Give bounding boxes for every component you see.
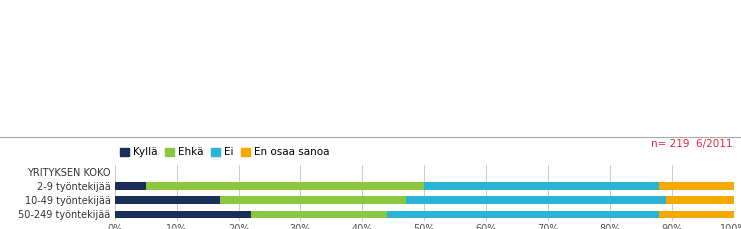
Bar <box>387 210 659 218</box>
Bar <box>659 210 734 218</box>
Bar <box>251 210 387 218</box>
Bar <box>115 196 220 204</box>
Text: käyttöön vielä kuluvan vuoden aikana?: käyttöön vielä kuluvan vuoden aikana? <box>11 89 582 117</box>
Bar <box>115 210 251 218</box>
Bar <box>405 196 665 204</box>
Bar <box>146 182 424 190</box>
Bar <box>220 196 405 204</box>
Bar <box>665 196 734 204</box>
Text: Aiotteko ottaa verkkolaskutuksen: Aiotteko ottaa verkkolaskutuksen <box>11 27 499 55</box>
Bar <box>424 182 659 190</box>
Bar <box>115 182 146 190</box>
Bar <box>659 182 734 190</box>
Text: n= 219  6/2011: n= 219 6/2011 <box>651 139 732 149</box>
Legend: Kyllä, Ehkä, Ei, En osaa sanoa: Kyllä, Ehkä, Ei, En osaa sanoa <box>120 147 329 157</box>
